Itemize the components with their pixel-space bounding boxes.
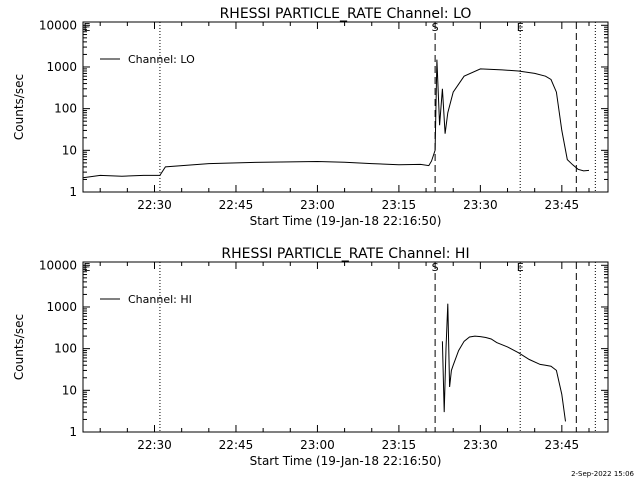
y-tick-label: 10000 xyxy=(39,258,77,272)
y-tick-label: 10 xyxy=(62,383,77,397)
x-tick-label: 23:00 xyxy=(300,438,335,452)
x-axis-label: Start Time (19-Jan-18 22:16:50) xyxy=(250,454,442,468)
y-tick-label: 10 xyxy=(62,143,77,157)
x-tick-label: 22:45 xyxy=(219,198,254,212)
y-tick-label: 1 xyxy=(69,425,77,439)
series-line xyxy=(82,59,590,179)
y-axis-label: Counts/sec xyxy=(12,74,26,140)
legend-label: Channel: HI xyxy=(128,293,192,306)
y-tick-label: 10000 xyxy=(39,18,77,32)
x-tick-label: 22:30 xyxy=(137,438,172,452)
marker-label-s: S xyxy=(432,21,439,34)
x-tick-label: 23:30 xyxy=(463,198,498,212)
marker-label-s: S xyxy=(432,261,439,274)
x-tick-label: 23:45 xyxy=(545,198,580,212)
generation-date: 2-Sep-2022 15:06 xyxy=(571,470,634,478)
y-tick-label: 100 xyxy=(54,102,77,116)
edge-marker: E xyxy=(84,21,91,34)
x-tick-label: 22:45 xyxy=(219,438,254,452)
edge-marker: E xyxy=(84,261,91,274)
y-tick-label: 100 xyxy=(54,342,77,356)
y-tick-label: 1000 xyxy=(46,60,77,74)
hi-channel-panel: RHESSI PARTICLE_RATE Channel: HI 1 10 100 10… xyxy=(12,246,609,468)
x-tick-label: 23:00 xyxy=(300,198,335,212)
chart-title: RHESSI PARTICLE_RATE Channel: LO xyxy=(220,6,472,22)
y-tick-label: 1000 xyxy=(46,300,77,314)
chart-title: RHESSI PARTICLE_RATE Channel: HI xyxy=(221,246,469,262)
marker-label-e: E xyxy=(517,21,524,34)
y-axis-label: Counts/sec xyxy=(12,314,26,380)
marker-label-e: E xyxy=(517,261,524,274)
lo-channel-panel: RHESSI PARTICLE_RATE Channel: LO 1 10 100 10… xyxy=(12,6,609,228)
x-axis-label: Start Time (19-Jan-18 22:16:50) xyxy=(250,214,442,228)
x-tick-label: 23:15 xyxy=(382,438,417,452)
series-line xyxy=(441,303,566,422)
x-tick-label: 23:45 xyxy=(545,438,580,452)
legend-label: Channel: LO xyxy=(128,53,195,66)
y-tick-label: 1 xyxy=(69,185,77,199)
x-tick-label: 23:15 xyxy=(382,198,417,212)
plot-frame xyxy=(82,21,609,193)
x-tick-label: 22:30 xyxy=(137,198,172,212)
plot-frame xyxy=(82,261,609,433)
x-tick-label: 23:30 xyxy=(463,438,498,452)
